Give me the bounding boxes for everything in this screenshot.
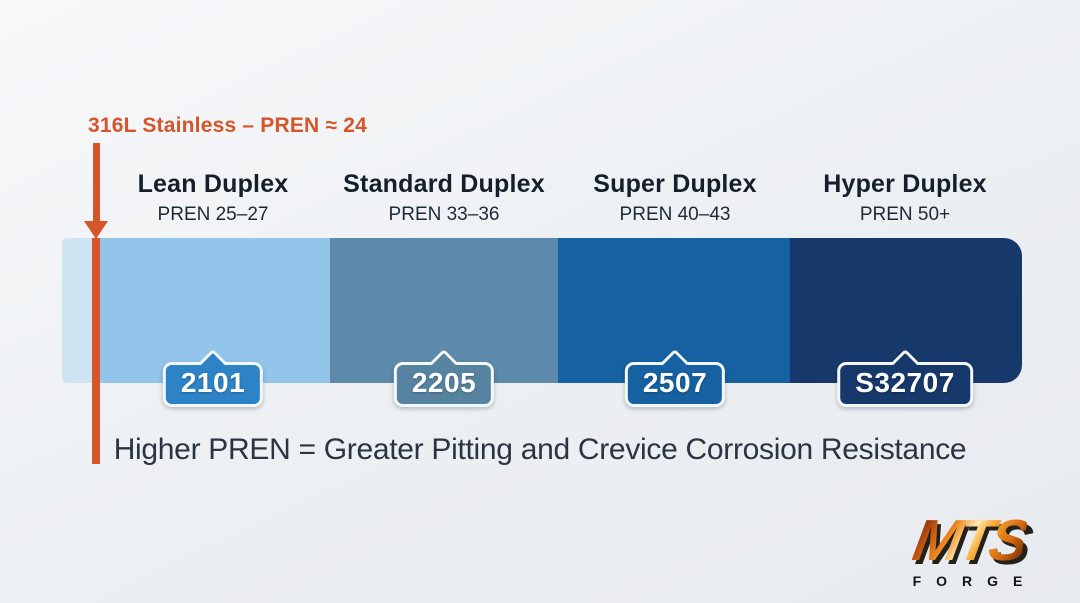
bar-segment-below-316l [62, 238, 96, 383]
pren-range-label: PREN 33–36 [388, 204, 500, 225]
reference-marker-line [92, 238, 100, 464]
grade-badge-2507: 2507 [624, 348, 726, 407]
column-header-hyper-duplex: Hyper Duplex PREN 50+ [755, 170, 1055, 226]
caption-text: Higher PREN = Greater Pitting and Crevic… [113, 433, 967, 466]
grade-family-title: Lean Duplex [137, 170, 289, 198]
grade-number: S32707 [855, 367, 955, 398]
grade-number: 2205 [411, 367, 477, 398]
pren-range-label: PREN 50+ [859, 204, 951, 225]
grade-badge-2101: 2101 [162, 348, 264, 407]
logo-wordmark-fire: MTS [908, 508, 1031, 573]
logo-wordmark: MTS MTS [908, 508, 1033, 577]
column-header-super-duplex: Super Duplex PREN 40–43 [525, 170, 825, 226]
down-arrow-icon [84, 221, 108, 239]
column-header-standard-duplex: Standard Duplex PREN 33–36 [294, 170, 594, 226]
mts-forge-logo: MTS MTS FORGE [874, 508, 1064, 589]
grade-family-title: Standard Duplex [343, 170, 545, 198]
grade-number: 2507 [642, 367, 708, 398]
pren-range-label: PREN 25–27 [157, 204, 269, 225]
grade-family-title: Super Duplex [593, 170, 757, 198]
column-header-lean-duplex: Lean Duplex PREN 25–27 [63, 170, 363, 226]
grade-badge-s32707: S32707 [837, 348, 973, 407]
reference-arrow-shaft [93, 143, 100, 223]
grade-badge-2205: 2205 [393, 348, 495, 407]
reference-316l-label: 316L Stainless – PREN ≈ 24 [88, 114, 367, 137]
grade-number: 2101 [180, 367, 246, 398]
grade-family-title: Hyper Duplex [823, 170, 987, 198]
logo-forge-label: FORGE [912, 573, 1038, 589]
pren-range-label: PREN 40–43 [619, 204, 731, 225]
pren-scale-bar [62, 238, 1022, 383]
